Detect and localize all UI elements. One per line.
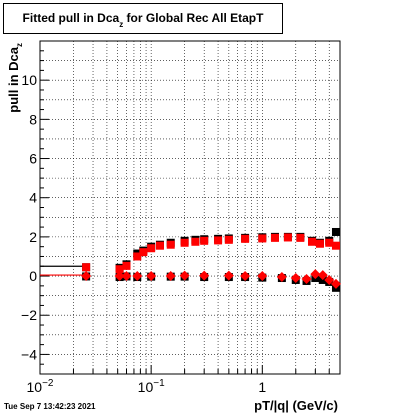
chart-title: Fitted pull in Dcaz for Global Rec All E… bbox=[4, 11, 282, 29]
data-point bbox=[139, 248, 148, 257]
data-point bbox=[283, 233, 292, 242]
data-point bbox=[331, 227, 340, 236]
data-point bbox=[199, 270, 210, 281]
data-point bbox=[82, 263, 91, 272]
y-tick-label: 0 bbox=[29, 268, 37, 284]
data-point bbox=[133, 252, 142, 261]
data-point bbox=[121, 271, 132, 282]
data-point bbox=[180, 238, 189, 247]
data-point bbox=[270, 233, 279, 242]
data-point bbox=[315, 239, 324, 248]
data-point bbox=[224, 235, 233, 244]
data-point bbox=[276, 272, 287, 283]
data-point bbox=[290, 273, 301, 284]
data-point bbox=[114, 271, 125, 282]
y-tick-label: −4 bbox=[21, 346, 37, 362]
x-tick-label: 10−2 bbox=[27, 378, 54, 395]
data-point bbox=[146, 271, 157, 282]
data-point bbox=[132, 271, 143, 282]
y-tick-label: 6 bbox=[29, 151, 37, 167]
data-point bbox=[241, 234, 250, 243]
data-point bbox=[214, 236, 223, 245]
data-point bbox=[324, 274, 335, 285]
data-point bbox=[191, 237, 200, 246]
data-point bbox=[165, 271, 176, 282]
timestamp-label: Tue Sep 7 13:42:23 2021 bbox=[4, 402, 96, 411]
y-tick-label: 2 bbox=[29, 229, 37, 245]
data-point bbox=[325, 238, 334, 247]
data-point bbox=[200, 236, 209, 245]
x-axis-label: pT/|q| (GeV/c) bbox=[254, 398, 338, 413]
plot-frame bbox=[39, 40, 341, 375]
chart-title-box: Fitted pull in Dcaz for Global Rec All E… bbox=[3, 3, 283, 34]
data-point bbox=[155, 241, 164, 250]
data-point bbox=[330, 278, 341, 289]
data-point bbox=[122, 261, 131, 270]
data-point bbox=[301, 273, 312, 284]
data-point bbox=[257, 271, 268, 282]
data-point bbox=[147, 244, 156, 253]
y-tick-label: −2 bbox=[21, 307, 37, 323]
data-point bbox=[81, 271, 92, 282]
y-tick-label: 10 bbox=[21, 72, 37, 88]
data-point bbox=[179, 270, 190, 281]
y-tick-label: 8 bbox=[29, 111, 37, 127]
x-tick-label: 10−1 bbox=[138, 378, 165, 395]
data-point bbox=[223, 270, 234, 281]
data-point bbox=[317, 270, 328, 281]
data-point bbox=[166, 240, 175, 249]
y-tick-label: 4 bbox=[29, 190, 37, 206]
chart-title-main: Fitted pull in Dca bbox=[22, 11, 120, 25]
data-point bbox=[308, 237, 317, 246]
chart-title-subscript: z bbox=[119, 20, 124, 29]
x-tick-label: 1 bbox=[258, 379, 266, 395]
y-axis-label: pull in Dcaz bbox=[6, 43, 24, 113]
data-point bbox=[115, 265, 124, 274]
data-point bbox=[240, 271, 251, 282]
data-point bbox=[258, 234, 267, 243]
data-point bbox=[310, 269, 321, 280]
data-point bbox=[331, 241, 340, 250]
chart-title-suffix: for Global Rec All EtapT bbox=[123, 11, 264, 25]
data-point bbox=[296, 233, 305, 242]
